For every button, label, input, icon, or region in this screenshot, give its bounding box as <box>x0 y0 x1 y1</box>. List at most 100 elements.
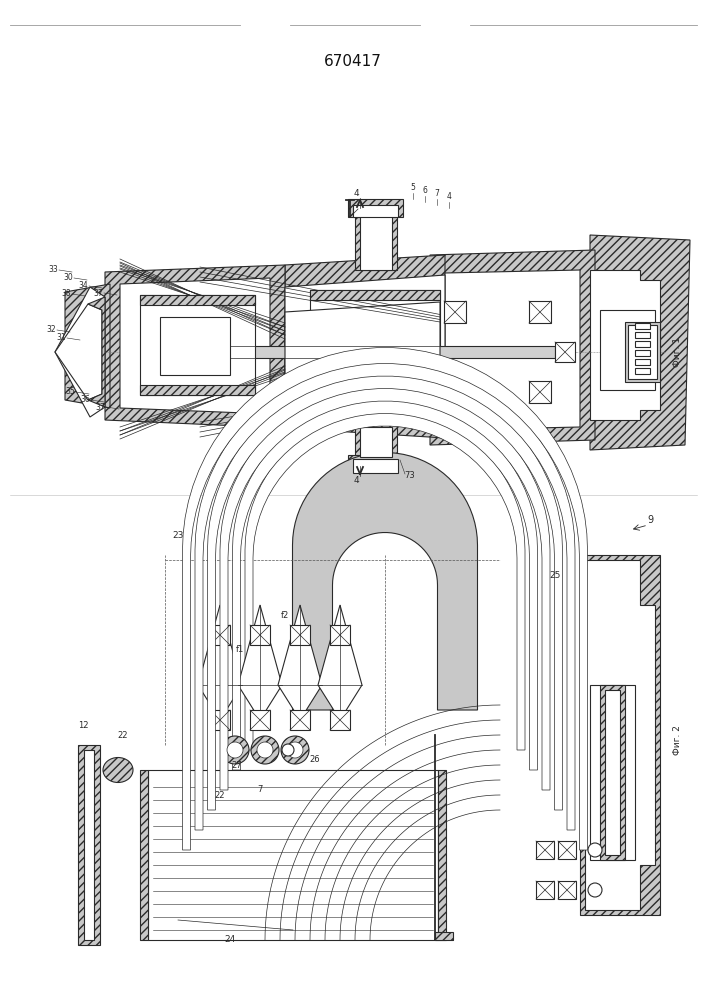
Bar <box>438 770 446 940</box>
Bar <box>355 422 397 457</box>
Bar <box>635 350 650 356</box>
Bar <box>330 710 350 730</box>
Text: 36: 36 <box>81 395 90 404</box>
Bar <box>210 625 230 645</box>
Polygon shape <box>233 398 537 770</box>
Polygon shape <box>278 605 322 720</box>
Bar <box>348 455 403 475</box>
Text: f1: f1 <box>236 646 244 654</box>
Bar <box>355 215 397 270</box>
Polygon shape <box>65 284 110 408</box>
Bar <box>148 770 438 940</box>
Circle shape <box>251 736 279 764</box>
Text: 9: 9 <box>647 515 653 525</box>
Polygon shape <box>245 410 525 750</box>
Circle shape <box>588 883 602 897</box>
Bar <box>605 690 620 855</box>
Bar <box>353 205 398 217</box>
Text: Фиг. 1: Фиг. 1 <box>674 337 682 367</box>
Text: 4: 4 <box>354 476 359 485</box>
Text: 4: 4 <box>447 192 452 201</box>
Polygon shape <box>220 385 550 790</box>
Polygon shape <box>318 605 362 720</box>
Bar <box>529 301 551 323</box>
Circle shape <box>588 843 602 857</box>
Polygon shape <box>238 605 282 720</box>
Polygon shape <box>445 270 580 430</box>
Bar <box>310 290 440 410</box>
Text: 33: 33 <box>48 265 58 274</box>
Text: 25: 25 <box>549 570 561 580</box>
Bar <box>140 295 255 395</box>
Polygon shape <box>293 453 477 710</box>
Polygon shape <box>88 297 105 407</box>
Polygon shape <box>590 270 660 420</box>
Polygon shape <box>105 265 285 428</box>
Polygon shape <box>430 250 595 445</box>
Bar <box>290 625 310 645</box>
Text: 7: 7 <box>257 786 263 794</box>
Text: 4: 4 <box>354 189 359 198</box>
Text: 37: 37 <box>93 288 103 298</box>
Text: 12: 12 <box>78 720 88 730</box>
Text: 7: 7 <box>435 189 440 198</box>
Bar <box>536 841 554 859</box>
Polygon shape <box>120 278 270 414</box>
Bar <box>140 770 148 940</box>
Bar <box>290 710 310 730</box>
Polygon shape <box>182 348 588 850</box>
Polygon shape <box>55 287 105 417</box>
Text: f2: f2 <box>281 610 289 619</box>
Bar <box>348 199 403 217</box>
Text: 26: 26 <box>310 756 320 764</box>
Bar <box>310 290 440 300</box>
Bar <box>250 625 270 645</box>
Polygon shape <box>285 275 445 422</box>
Bar <box>600 685 625 860</box>
Bar <box>165 346 555 358</box>
Text: Фиг. 2: Фиг. 2 <box>674 725 682 755</box>
Text: 37: 37 <box>95 402 105 412</box>
Bar <box>84 750 94 940</box>
Text: 34: 34 <box>78 282 88 290</box>
Bar <box>310 400 440 410</box>
Bar <box>330 625 350 645</box>
Bar <box>140 295 255 305</box>
Circle shape <box>221 736 249 764</box>
Text: 32: 32 <box>47 326 56 334</box>
Bar <box>635 359 650 365</box>
Circle shape <box>227 742 243 758</box>
Circle shape <box>282 744 294 756</box>
Polygon shape <box>285 255 445 438</box>
Text: 35: 35 <box>65 387 75 396</box>
Bar <box>360 427 392 457</box>
Text: 22: 22 <box>118 730 128 740</box>
Bar <box>250 710 270 730</box>
Circle shape <box>287 742 303 758</box>
Text: 38: 38 <box>62 290 71 298</box>
Bar <box>555 342 575 362</box>
Text: 23: 23 <box>173 530 184 540</box>
Bar <box>625 322 660 382</box>
Bar <box>635 341 650 347</box>
Bar <box>558 881 576 899</box>
Circle shape <box>281 736 309 764</box>
Polygon shape <box>55 304 102 400</box>
Bar <box>140 385 255 395</box>
Polygon shape <box>585 560 655 910</box>
Bar <box>435 932 453 940</box>
Text: 670417: 670417 <box>324 54 382 70</box>
Bar <box>635 323 650 329</box>
Bar <box>635 368 650 374</box>
Text: 30: 30 <box>63 273 73 282</box>
Text: 31: 31 <box>57 334 66 342</box>
Bar <box>78 745 100 945</box>
Text: 27: 27 <box>232 760 243 770</box>
Text: 24: 24 <box>224 936 235 944</box>
Bar <box>353 459 398 473</box>
Bar <box>536 881 554 899</box>
Text: 5: 5 <box>411 183 416 192</box>
Polygon shape <box>207 373 563 810</box>
Text: 73: 73 <box>404 471 416 480</box>
Bar <box>628 325 657 379</box>
